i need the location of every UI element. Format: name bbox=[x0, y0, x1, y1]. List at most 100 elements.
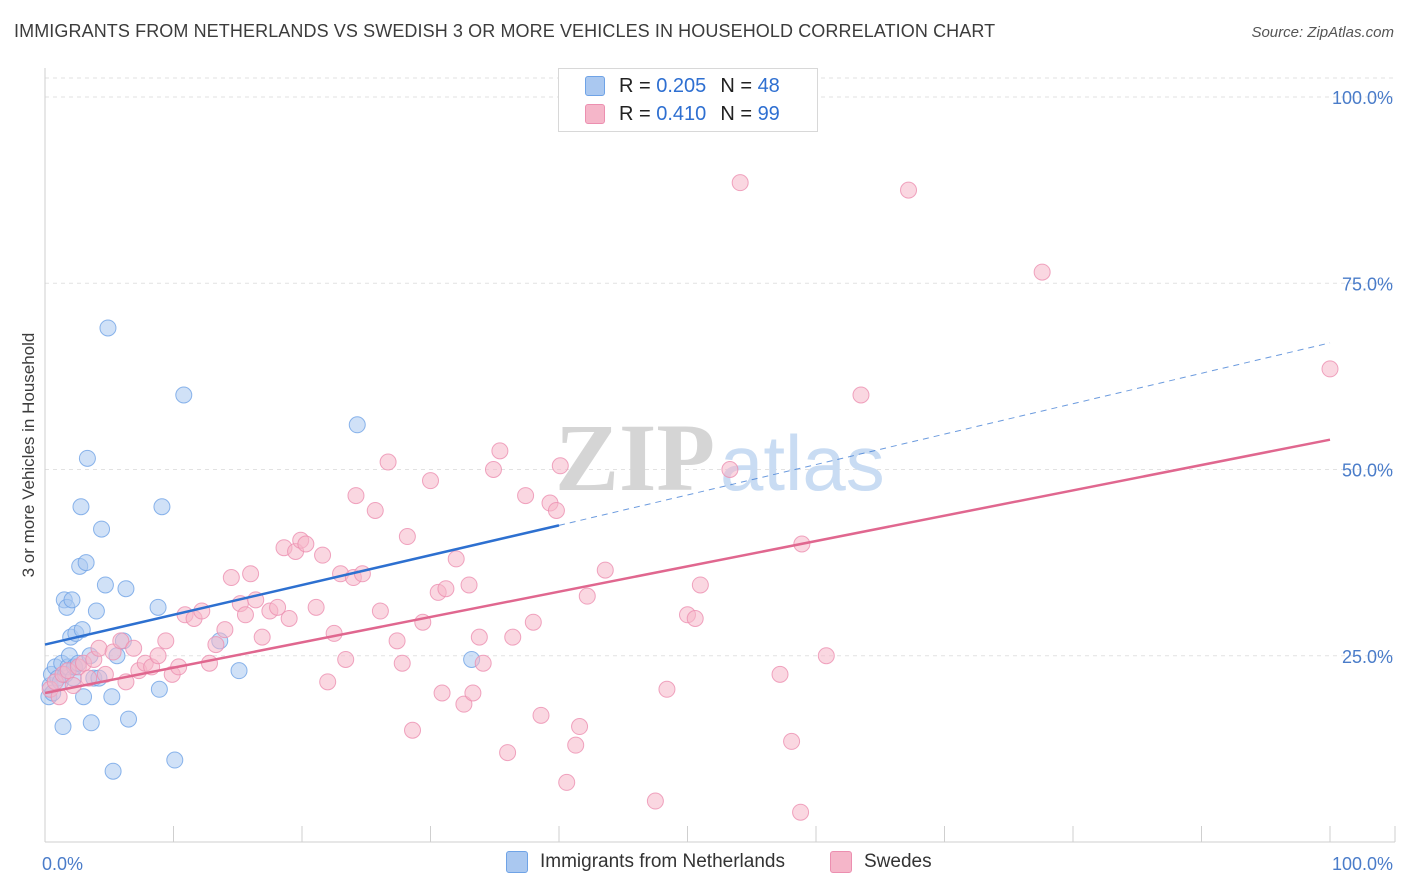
swedes-point bbox=[242, 565, 260, 583]
legend-n-label: N = bbox=[720, 74, 752, 97]
swedes-point bbox=[852, 386, 870, 404]
swedes-point bbox=[817, 647, 835, 665]
swedes-point bbox=[900, 181, 918, 199]
netherlands-trend-line bbox=[44, 524, 560, 646]
swedes-point bbox=[433, 684, 451, 702]
swedes-point bbox=[567, 736, 585, 754]
swedes-point bbox=[447, 550, 465, 568]
netherlands-point bbox=[150, 680, 168, 698]
netherlands-point bbox=[78, 449, 96, 467]
swedes-point bbox=[437, 580, 455, 598]
swedes-point bbox=[792, 803, 810, 821]
swedes-point bbox=[691, 576, 709, 594]
y-axis-label: 3 or more Vehicles in Household bbox=[19, 333, 38, 578]
bottom-legend-netherlands: Immigrants from Netherlands bbox=[506, 851, 785, 873]
swedes-point bbox=[347, 487, 365, 505]
swedes-point bbox=[90, 639, 108, 657]
swedes-point bbox=[558, 773, 576, 791]
swedes-point bbox=[337, 650, 355, 668]
swedes-point bbox=[50, 688, 68, 706]
bottom-legend-label-netherlands: Immigrants from Netherlands bbox=[540, 851, 785, 872]
legend-box: R = 0.205 N = 48 R = 0.410 N = 99 bbox=[558, 68, 818, 132]
watermark-zip: ZIP bbox=[555, 404, 715, 511]
netherlands-point bbox=[93, 520, 111, 538]
swedes-point bbox=[280, 610, 298, 627]
bottom-legend-swedes: Swedes bbox=[830, 851, 932, 873]
swedes-point bbox=[236, 606, 254, 624]
legend-r-label: R = bbox=[619, 74, 651, 97]
swedes-point bbox=[314, 546, 332, 564]
swedes-point bbox=[307, 598, 325, 616]
legend-row-swedes: R = 0.410 N = 99 bbox=[585, 101, 780, 127]
swedes-point bbox=[325, 624, 343, 642]
swedes-point bbox=[721, 461, 739, 478]
legend-swatch-swedes bbox=[585, 104, 605, 124]
netherlands-point bbox=[72, 498, 90, 516]
netherlands-point bbox=[63, 591, 81, 609]
netherlands-point bbox=[82, 714, 100, 732]
swedes-point bbox=[149, 647, 167, 665]
swedes-point bbox=[686, 610, 704, 627]
trend-lines bbox=[44, 342, 1331, 695]
swedes-point bbox=[470, 628, 488, 646]
watermark: ZIP atlas bbox=[555, 404, 885, 511]
swedes-point bbox=[517, 487, 535, 505]
swedes-point bbox=[297, 535, 315, 553]
swedes-point bbox=[157, 632, 175, 650]
swedes-point bbox=[366, 501, 384, 519]
swedes-point bbox=[524, 613, 542, 631]
watermark-atlas: atlas bbox=[720, 419, 885, 507]
swedes-point bbox=[379, 453, 397, 471]
swedes-point bbox=[731, 174, 749, 192]
swedes-point bbox=[253, 628, 271, 646]
bottom-legend-label-swedes: Swedes bbox=[864, 851, 932, 872]
x-tick-label-max: 100.0% bbox=[1332, 854, 1393, 874]
swedes-point bbox=[388, 632, 406, 650]
legend-r-value: 0.205 bbox=[656, 74, 707, 97]
swedes-point bbox=[1033, 263, 1051, 281]
bottom-legend-swatch-netherlands bbox=[506, 851, 528, 873]
swedes-point bbox=[464, 684, 482, 702]
axes bbox=[44, 68, 1396, 843]
legend-r-label: R = bbox=[619, 102, 651, 125]
netherlands-trend-extension bbox=[558, 342, 1331, 526]
swedes-point bbox=[80, 669, 98, 687]
swedes-point bbox=[484, 461, 502, 478]
netherlands-point bbox=[149, 598, 167, 616]
swedes-point bbox=[474, 654, 492, 672]
swedes-point bbox=[578, 587, 596, 605]
netherlands-point bbox=[54, 718, 72, 736]
swedes-point bbox=[658, 680, 676, 698]
swedes-point bbox=[499, 744, 517, 762]
netherlands-point bbox=[96, 576, 114, 594]
swedes-point bbox=[646, 792, 664, 810]
source-label: Source: ZipAtlas.com bbox=[1251, 24, 1394, 41]
swedes-trend-line bbox=[44, 438, 1331, 695]
swedes-point bbox=[222, 569, 240, 587]
legend-n-value: 48 bbox=[757, 74, 780, 97]
legend-r-value: 0.410 bbox=[656, 102, 707, 125]
series-swedes-points bbox=[41, 174, 1339, 821]
netherlands-point bbox=[175, 386, 193, 404]
swedes-point bbox=[96, 665, 114, 683]
netherlands-point bbox=[104, 762, 122, 780]
swedes-point bbox=[547, 501, 565, 519]
swedes-point bbox=[353, 565, 371, 583]
swedes-point bbox=[404, 721, 422, 739]
y-tick-label: 50.0% bbox=[1342, 461, 1393, 481]
swedes-point bbox=[491, 442, 509, 460]
bottom-legend-swatch-swedes bbox=[830, 851, 852, 873]
y-tick-label: 100.0% bbox=[1332, 88, 1393, 108]
netherlands-point bbox=[117, 580, 135, 598]
swedes-point bbox=[504, 628, 522, 646]
netherlands-point bbox=[99, 319, 117, 337]
swedes-point bbox=[455, 695, 473, 713]
netherlands-point bbox=[166, 751, 184, 769]
tick-labels: 25.0% 50.0% 75.0% 100.0% 0.0% 100.0% bbox=[42, 88, 1393, 874]
swedes-point bbox=[193, 602, 211, 620]
netherlands-point bbox=[77, 554, 95, 572]
x-tick-label-min: 0.0% bbox=[42, 854, 83, 874]
chart-title: IMMIGRANTS FROM NETHERLANDS VS SWEDISH 3… bbox=[14, 21, 996, 41]
swedes-point bbox=[112, 632, 130, 650]
